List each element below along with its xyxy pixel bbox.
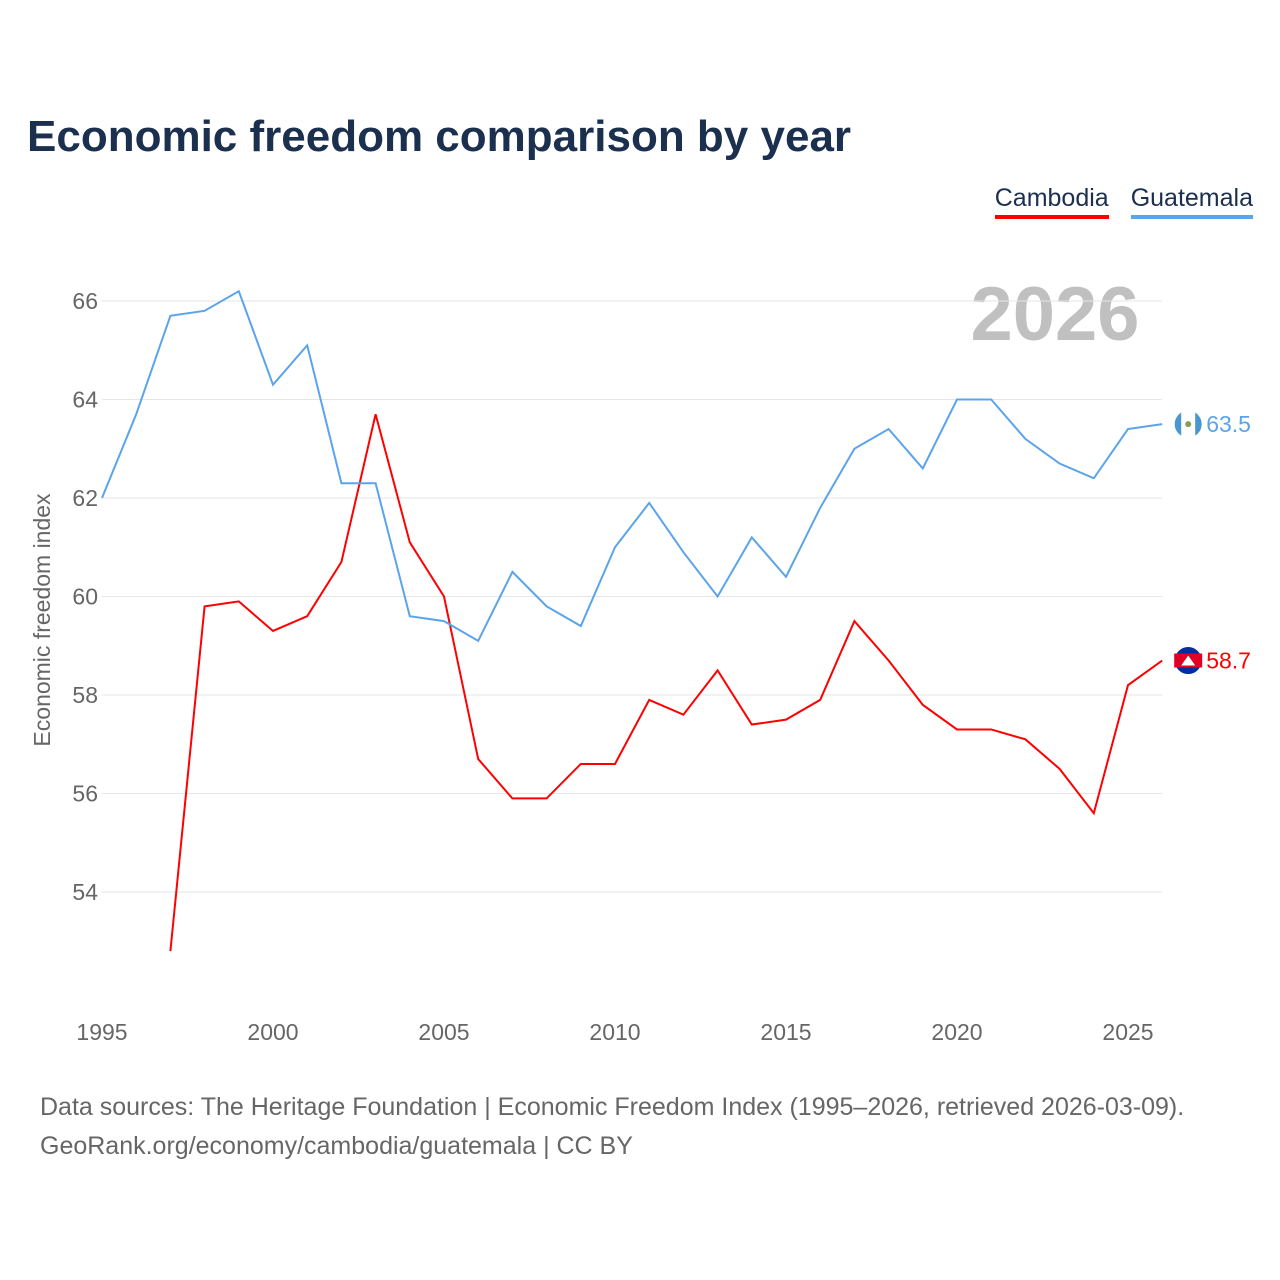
y-axis-label: Economic freedom index — [29, 493, 55, 747]
legend-guatemala[interactable]: Guatemala — [1130, 184, 1253, 219]
end-value-label: 58.7 — [1206, 648, 1251, 674]
y-tick-label: 60 — [72, 584, 98, 610]
x-tick-label: 1995 — [76, 1019, 127, 1045]
chart-title: Economic freedom comparison by year — [27, 112, 852, 161]
flag-emblem — [1185, 421, 1192, 428]
series-line-cambodia — [169, 414, 1163, 952]
x-tick-label: 2000 — [247, 1019, 298, 1045]
footer-sources: Data sources: The Heritage Foundation | … — [40, 1093, 1185, 1121]
legend: Cambodia Guatemala — [994, 184, 1253, 219]
end-value-label: 63.5 — [1206, 411, 1251, 437]
y-tick-label: 58 — [72, 682, 98, 708]
y-tick-label: 64 — [72, 387, 98, 413]
x-tick-label: 2020 — [931, 1019, 982, 1045]
y-tick-label: 54 — [72, 879, 98, 905]
y-tick-label: 66 — [72, 288, 98, 314]
year-watermark: 2026 — [970, 272, 1139, 357]
y-tick-label: 62 — [72, 485, 98, 511]
footer: Data sources: The Heritage Foundation | … — [40, 1088, 1184, 1166]
series-line-guatemala — [101, 289, 1163, 643]
x-tick-label: 2010 — [589, 1019, 640, 1045]
legend-cambodia[interactable]: Cambodia — [994, 184, 1109, 219]
flag-temple — [1181, 655, 1196, 666]
x-tick-label: 2025 — [1102, 1019, 1153, 1045]
y-tick-label: 56 — [72, 781, 98, 807]
footer-link[interactable]: GeoRank.org/economy/cambodia/guatemala |… — [40, 1132, 633, 1160]
x-tick-label: 2005 — [418, 1019, 469, 1045]
x-tick-label: 2015 — [760, 1019, 811, 1045]
